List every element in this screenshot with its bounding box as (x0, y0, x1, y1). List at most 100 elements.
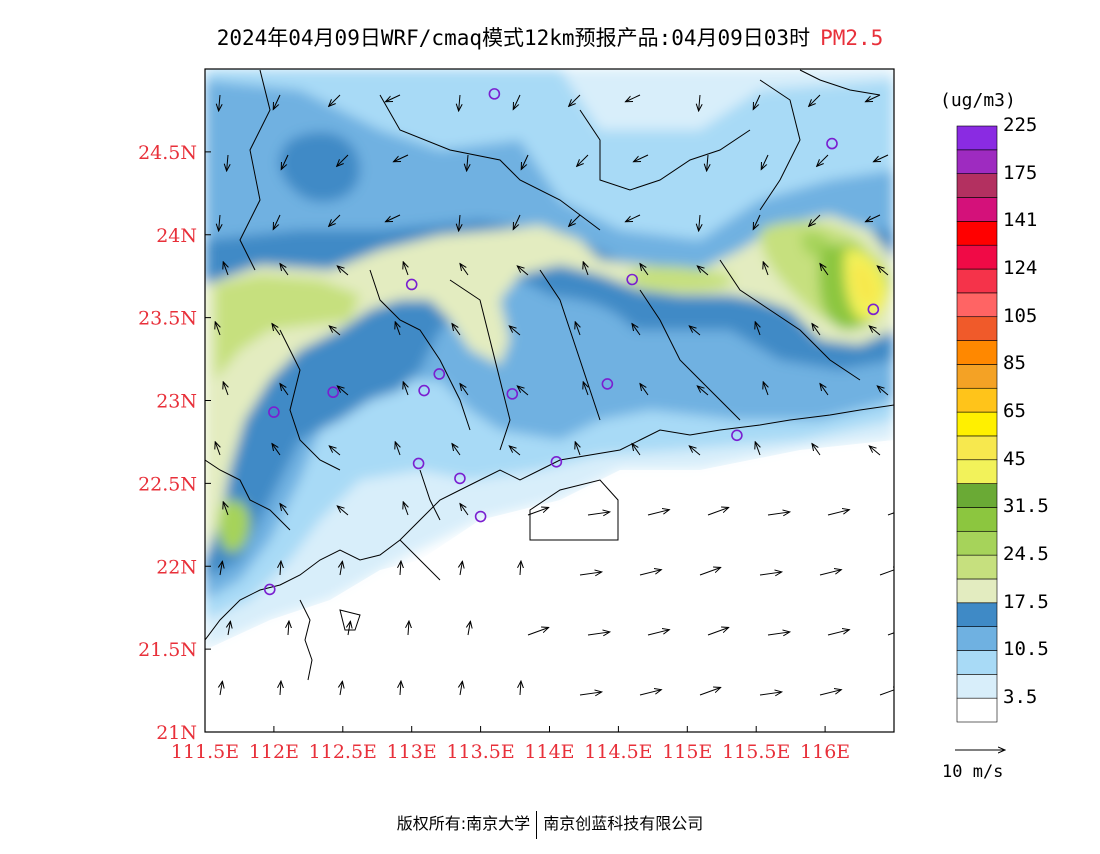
wind-vector (272, 444, 281, 456)
wind-vector (223, 382, 228, 396)
wind-vector (579, 692, 602, 695)
wind-vector (767, 632, 790, 635)
wind-vector (520, 561, 521, 576)
wind-vector (460, 504, 469, 516)
copyright-footer: 版权所有:南京大学 南京创蓝科技有限公司 (0, 810, 1100, 839)
title-variable: PM2.5 (820, 26, 884, 50)
wind-vector (820, 384, 829, 396)
wind-vector (647, 630, 669, 636)
wind-vector (767, 512, 790, 515)
colorbar-swatch (956, 149, 998, 174)
colorbar-label: 124 (1003, 257, 1038, 280)
wind-vector (280, 504, 289, 516)
colorbar-label: 175 (1003, 161, 1038, 184)
wind-vector (877, 386, 889, 396)
wind-vector (755, 442, 760, 456)
wind-vector (460, 384, 469, 396)
wind-vector (869, 446, 881, 456)
wind-vector (699, 687, 721, 696)
wind-vector (513, 214, 521, 230)
colorbar-swatch (956, 530, 998, 556)
lon-tick-label: 115E (662, 741, 712, 763)
wind-vector (812, 324, 821, 336)
colorbar-swatch (956, 221, 998, 246)
lat-tick-label: 21N (156, 722, 197, 744)
reference-vector-label: 10 m/s (942, 762, 1004, 782)
wind-vector (809, 214, 821, 226)
station-marker (601, 378, 614, 390)
lon-tick-label: 116E (800, 741, 850, 763)
wind-vector (395, 322, 400, 336)
colorbar-label: 24.5 (1003, 543, 1049, 566)
wind-vector (520, 681, 521, 696)
wind-vector (753, 214, 761, 230)
wind-vector (625, 94, 641, 102)
station-marker (474, 510, 487, 523)
wind-vector (227, 154, 228, 171)
wind-vector (400, 561, 401, 576)
wind-vector (280, 681, 281, 696)
wind-vector (753, 94, 761, 110)
station-marker (826, 137, 838, 150)
colorbar-swatch (956, 459, 998, 484)
wind-vector (272, 324, 281, 336)
colorbar-swatch (956, 173, 998, 198)
wind-vector (280, 264, 289, 276)
wind-vector (340, 561, 342, 576)
colorbar-label: 45 (1003, 447, 1026, 470)
coastline-lines (205, 69, 894, 681)
wind-vector (887, 632, 894, 636)
wind-vector (403, 382, 408, 396)
lon-tick-label: 113E (387, 741, 437, 763)
wind-vector (408, 621, 409, 636)
colorbar-swatch (956, 602, 998, 627)
colorbar-label: 31.5 (1003, 495, 1049, 518)
wind-vector (579, 572, 602, 575)
station-marker (263, 583, 276, 596)
colorbar-swatch (956, 125, 998, 151)
wind-vector (819, 570, 841, 576)
wind-vector (228, 621, 230, 636)
wind-vector (879, 687, 894, 696)
longitude-axis: 111.5E 112E 112.5E 113E 113.5E 114E 114.5E 115E… (171, 726, 850, 763)
station-marker (488, 88, 501, 100)
colorbar-swatch (956, 292, 998, 318)
lon-tick-label: 114.5E (584, 741, 652, 763)
wind-vector (869, 326, 881, 336)
wind-vector (337, 386, 349, 396)
wind-vector (223, 502, 228, 516)
colorbar-swatch (956, 697, 998, 723)
station-marker (731, 429, 743, 442)
footer-left: 版权所有:南京大学 (396, 814, 531, 833)
wind-vector (759, 572, 782, 575)
wind-vector (699, 214, 700, 231)
colorbar-swatch (956, 435, 998, 461)
wind-vector (220, 561, 222, 576)
station-marker (268, 406, 280, 418)
wind-vector (879, 567, 894, 576)
station-marker (327, 386, 339, 399)
wind-vector (452, 444, 461, 456)
wind-vector (527, 627, 549, 636)
wind-vector (517, 386, 529, 396)
pm25-field (205, 69, 894, 732)
wind-vector (337, 506, 349, 516)
lon-tick-label: 115.5E (722, 741, 790, 763)
latitude-axis: 21N 21.5N 22N 22.5N 23N 23.5N 24N 24.5N (138, 142, 211, 744)
lat-tick-label: 24.5N (138, 142, 197, 164)
colorbar-swatch (956, 387, 998, 413)
wind-vector (348, 621, 350, 636)
wind-vector (755, 322, 760, 336)
colorbar-swatch (956, 578, 998, 604)
wind-vector (689, 326, 701, 336)
wind-vector (817, 154, 829, 166)
wind-vector (280, 561, 281, 576)
wind-vector (281, 154, 289, 170)
wind-vector (632, 324, 641, 336)
station-marker (454, 472, 466, 485)
colorbar-swatch (956, 411, 998, 437)
wind-vector (460, 561, 462, 576)
wind-vector (887, 512, 894, 516)
wind-vector (809, 94, 821, 106)
